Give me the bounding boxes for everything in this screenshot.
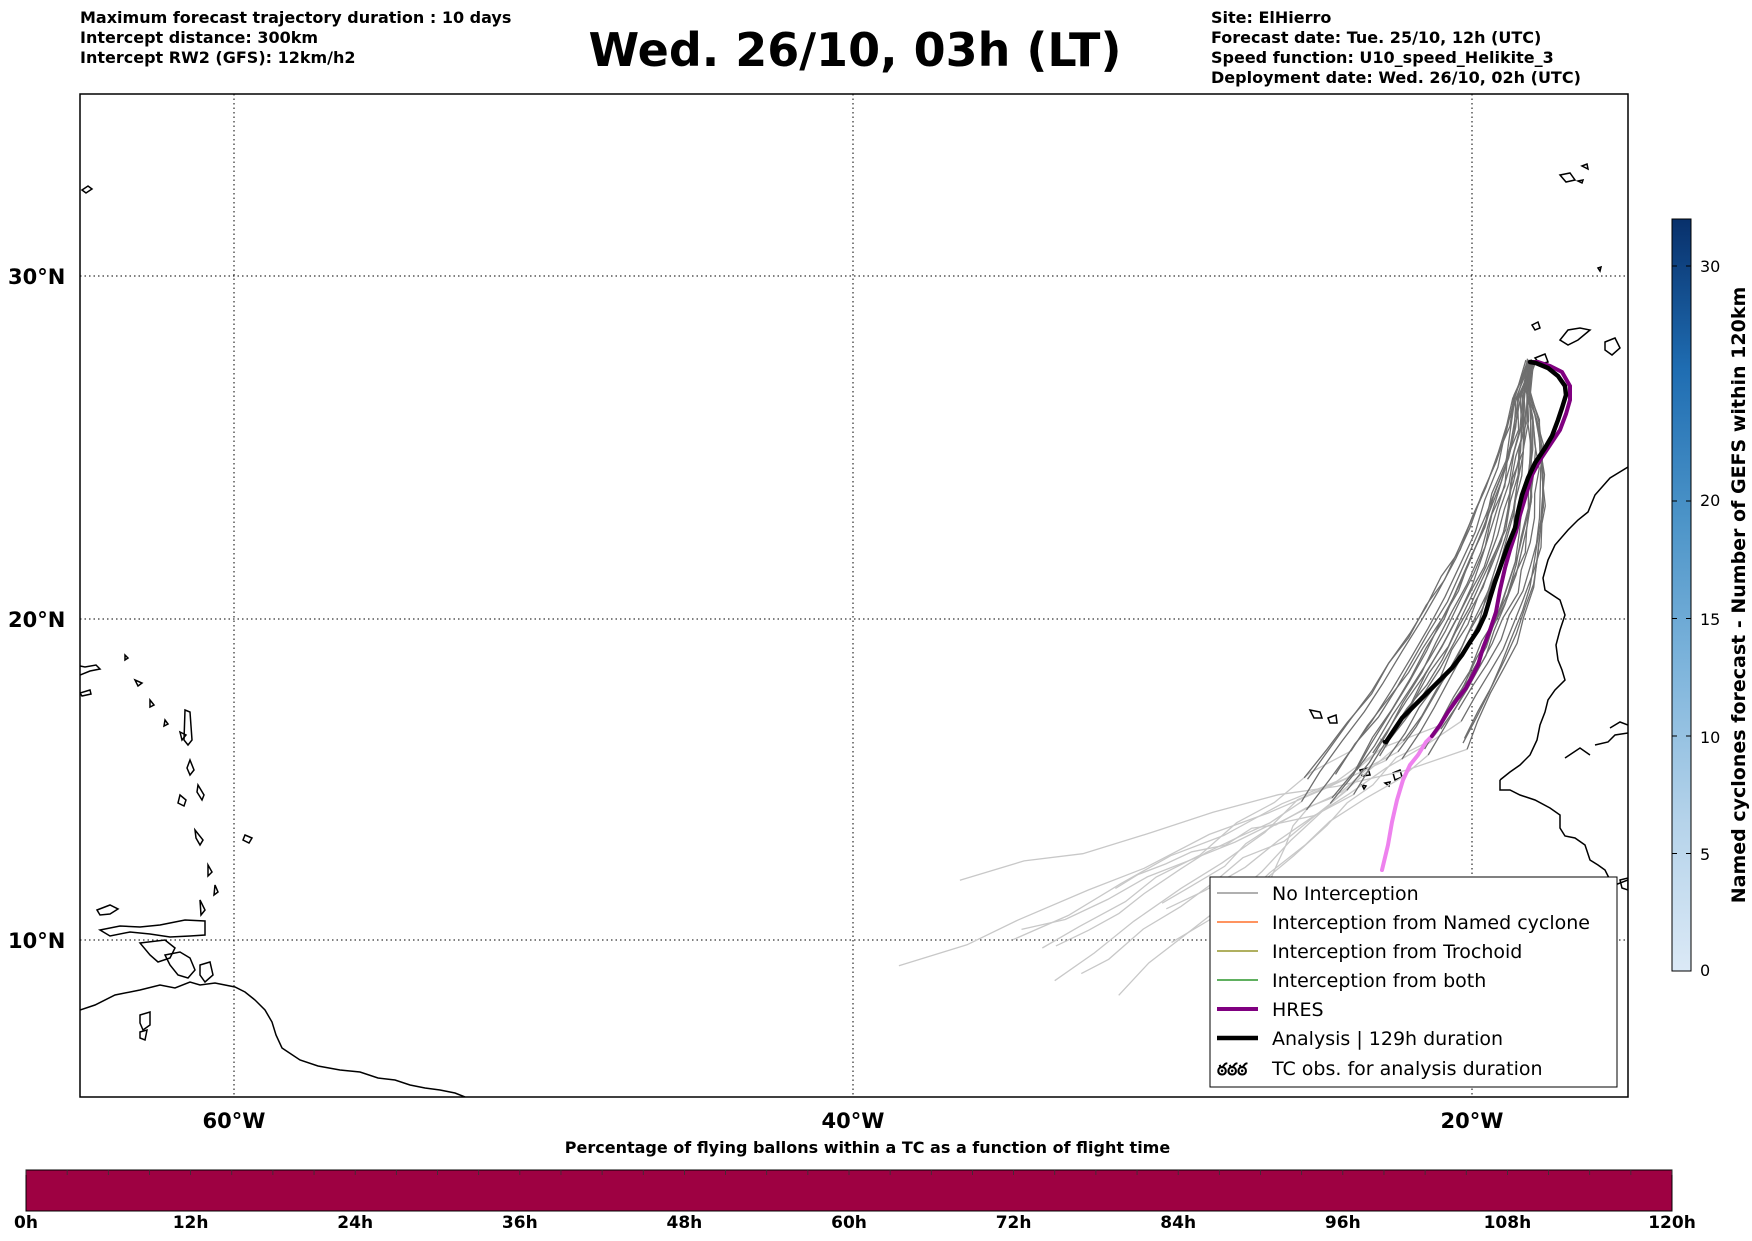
timeline-label-96h: 96h <box>1324 1213 1361 1233</box>
legend-label: HRES <box>1272 999 1324 1021</box>
timeline-label-24h: 24h <box>337 1213 374 1233</box>
ensemble-trajectory-extension <box>1240 713 1453 897</box>
colorbar-label: Named cyclones forecast - Number of GEFS… <box>1728 287 1750 904</box>
legend-item-analysis: Analysis | 129h duration <box>1217 1028 1503 1050</box>
legend-label: Interception from Trochoid <box>1272 941 1522 963</box>
forecast-date-text: Forecast date: Tue. 25/10, 12h (UTC) <box>1211 28 1542 47</box>
longitude-labels: 60°W 40°W 20°W <box>203 1109 1504 1133</box>
lat-label-10n: 10°N <box>8 929 65 953</box>
speed-function-text: Speed function: U10_speed_Helikite_3 <box>1211 48 1554 67</box>
site-text: Site: ElHierro <box>1211 8 1332 27</box>
timeline-label-72h: 72h <box>995 1213 1032 1233</box>
colorbar-tick: 0 <box>1700 961 1710 980</box>
ensemble-trajectory <box>1433 362 1534 736</box>
timeline-label-36h: 36h <box>501 1213 538 1233</box>
coastline-caribbean <box>80 185 466 1097</box>
graticule <box>80 94 1628 1097</box>
deployment-date-text: Deployment date: Wed. 26/10, 02h (UTC) <box>1211 68 1581 87</box>
flight-time-bar <box>25 1169 1673 1212</box>
tc-symbol-icon: ఠఠఠ <box>1217 1060 1248 1080</box>
legend-label: No Interception <box>1272 883 1419 905</box>
ensemble-trajectory <box>1355 363 1534 771</box>
ensemble-trajectory <box>1350 359 1533 752</box>
legend-label: TC obs. for analysis duration <box>1271 1058 1543 1080</box>
legend-label: Interception from Named cyclone <box>1272 912 1590 934</box>
timeline-title: Percentage of flying ballons within a TC… <box>564 1138 1171 1157</box>
max-duration-text: Maximum forecast trajectory duration : 1… <box>80 8 512 27</box>
ensemble-trajectory <box>1460 364 1544 722</box>
ensemble-trajectory-extension <box>1012 724 1441 941</box>
timeline-label-0h: 0h <box>14 1213 38 1233</box>
colorbar-tick: 30 <box>1700 257 1720 276</box>
timeline-label-108h: 108h <box>1483 1213 1532 1233</box>
latitude-labels: 30°N 20°N 10°N <box>8 265 65 953</box>
timeline-label-12h: 12h <box>172 1213 209 1233</box>
ensemble-trajectory <box>1329 359 1527 804</box>
coastline-africa <box>1308 162 1628 891</box>
cyclone-colorbar: 0 5 10 15 20 30 Named cyclones forecast … <box>1671 218 1750 980</box>
legend-item-no-interception: No Interception <box>1217 883 1419 905</box>
colorbar-tick: 10 <box>1700 728 1720 747</box>
ensemble-trajectory-extension <box>1118 740 1404 996</box>
lon-label-60w: 60°W <box>203 1109 266 1133</box>
legend-item-tc-obs: ఠఠఠ TC obs. for analysis duration <box>1217 1058 1543 1080</box>
legend-item-trochoid: Interception from Trochoid <box>1217 941 1522 963</box>
timeline-label-60h: 60h <box>831 1213 867 1233</box>
timeline-label-120h: 120h <box>1648 1213 1696 1233</box>
ensemble-trajectory <box>1303 360 1531 779</box>
hres-trajectory <box>1380 360 1572 872</box>
analysis-trajectory <box>1383 359 1569 745</box>
lat-label-30n: 30°N <box>8 265 65 289</box>
lon-label-40w: 40°W <box>822 1109 885 1133</box>
intercept-rw2-text: Intercept RW2 (GFS): 12km/h2 <box>80 48 356 67</box>
ensemble-trajectory <box>1463 364 1546 739</box>
timeline-label-48h: 48h <box>666 1213 703 1233</box>
intercept-distance-text: Intercept distance: 300km <box>80 28 319 47</box>
ensemble-trajectory <box>1384 364 1536 746</box>
ensemble-trajectory-extension <box>959 748 1468 881</box>
map-title: Wed. 26/10, 03h (LT) <box>588 23 1122 77</box>
legend-item-hres: HRES <box>1217 999 1324 1021</box>
lon-label-20w: 20°W <box>1441 1109 1504 1133</box>
ensemble-trajectory-extension <box>1041 750 1352 949</box>
legend-label: Interception from both <box>1272 970 1486 992</box>
legend: No Interception Interception from Named … <box>1209 876 1618 1088</box>
timeline-label-84h: 84h <box>1160 1213 1197 1233</box>
lat-label-20n: 20°N <box>8 608 65 632</box>
ensemble-trajectory-extension <box>1161 751 1399 904</box>
colorbar-tick: 20 <box>1700 491 1720 510</box>
ensemble-trajectory-extension <box>1054 744 1386 982</box>
colorbar-tick: 15 <box>1700 610 1720 629</box>
colorbar-tick: 5 <box>1700 845 1710 864</box>
ensemble-trajectory <box>1372 363 1534 754</box>
legend-item-named-cyclone: Interception from Named cyclone <box>1217 912 1590 934</box>
legend-item-both: Interception from both <box>1217 970 1486 992</box>
ensemble-trajectory <box>1389 360 1529 735</box>
ensemble-trajectory <box>1451 363 1540 715</box>
legend-label: Analysis | 129h duration <box>1272 1028 1503 1050</box>
forecast-parameters: Maximum forecast trajectory duration : 1… <box>80 8 511 68</box>
site-parameters: Site: ElHierro Forecast date: Tue. 25/10… <box>1211 8 1581 88</box>
